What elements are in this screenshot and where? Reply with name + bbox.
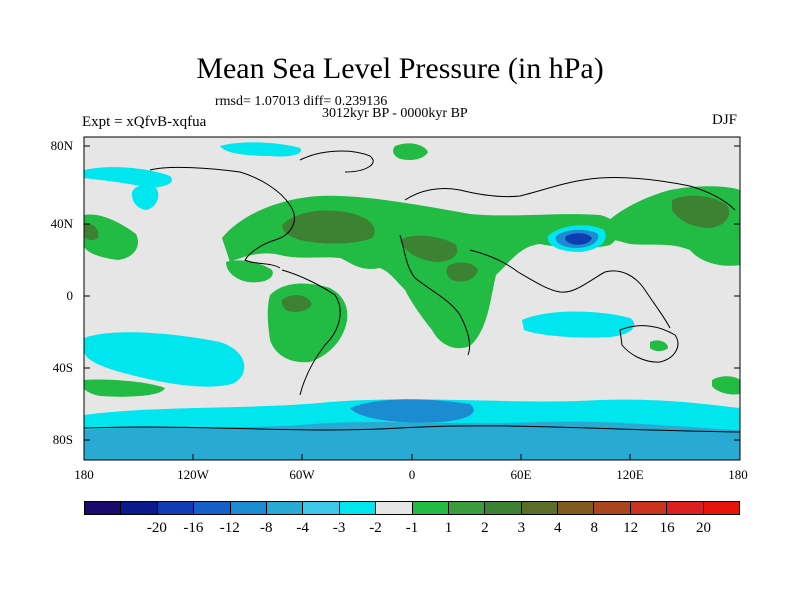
arabia-olive	[446, 262, 478, 282]
colorbar-label: -20	[146, 520, 167, 536]
colorbar	[84, 501, 740, 515]
colorbar-swatch	[85, 502, 122, 514]
colorbar-swatch	[594, 502, 631, 514]
colorbar-swatch	[703, 502, 740, 514]
lat-tick-label: 80N	[50, 138, 73, 153]
colorbar-label: 8	[590, 520, 598, 536]
colorbar-swatch	[667, 502, 704, 514]
arctic-cyan	[220, 142, 301, 157]
colorbar-label: 4	[554, 520, 562, 536]
colorbar-label: -8	[259, 520, 273, 536]
stats-line: rmsd= 1.07013 diff= 0.239136	[215, 94, 388, 109]
south-pacific-cyan	[84, 332, 245, 387]
tick-marks	[83, 145, 741, 460]
north-pacific-cyan	[84, 167, 172, 188]
lon-tick-label: 180	[728, 467, 748, 482]
colorbar-swatch	[303, 502, 340, 514]
period-label: 3012kyr BP - 0000kyr BP	[322, 106, 468, 121]
map-field	[84, 137, 740, 460]
colorbar-swatch	[266, 502, 304, 514]
colorbar-label: -3	[332, 520, 346, 536]
lat-tick-label: 40N	[50, 216, 73, 231]
colorbar-label: -4	[296, 520, 309, 536]
colorbar-swatch	[558, 502, 595, 514]
australia-green	[650, 340, 668, 351]
lat-tick-label: 80S	[52, 432, 73, 447]
colorbar-swatch	[376, 502, 413, 514]
colorbar-swatch	[230, 502, 267, 514]
greenland-green	[393, 143, 428, 160]
colorbar-label: 1	[444, 520, 453, 536]
colorbar-label: 3	[517, 520, 526, 536]
indian-ocean-cyan	[522, 311, 635, 338]
coastlines	[84, 150, 740, 433]
colorbar-label: 2	[481, 520, 489, 536]
experiment-label: Expt = xQfvB-xqfua	[82, 114, 207, 130]
colorbar-swatch	[630, 502, 668, 514]
north-pacific-cyan-blob	[131, 185, 159, 210]
colorbar-swatch	[194, 502, 231, 514]
lon-tick-label: 120W	[177, 467, 209, 482]
west-pacific-olive	[84, 223, 99, 241]
colorbar-label: 20	[696, 520, 712, 536]
colorbar-label: -1	[405, 520, 419, 536]
colorbar-swatch	[485, 502, 522, 514]
sahara-olive	[400, 235, 458, 262]
colorbar-swatch	[412, 502, 449, 514]
lon-tick-label: 120E	[616, 467, 644, 482]
west-pacific-green	[84, 214, 138, 260]
colorbar-label: -16	[183, 520, 204, 536]
lat-tick-label: 0	[66, 288, 74, 303]
south-atlantic-green	[84, 379, 165, 397]
plot-title: Mean Sea Level Pressure (in hPa)	[196, 52, 604, 85]
southern-blue-core	[350, 399, 474, 423]
lat-tick-label: 40S	[52, 360, 73, 375]
colorbar-label: 12	[623, 520, 639, 536]
lon-tick-label: 60W	[289, 467, 315, 482]
lon-tick-label: 180	[74, 467, 94, 482]
lon-tick-label: 60E	[510, 467, 532, 482]
colorbar-swatch	[339, 502, 377, 514]
atlantic-green	[226, 260, 273, 283]
colorbar-swatch	[157, 502, 195, 514]
colorbar-swatch	[121, 502, 158, 514]
colorbar-swatch	[448, 502, 486, 514]
antarctic-blue-patch	[84, 421, 740, 460]
colorbar-label: -2	[369, 520, 382, 536]
colorbar-label: 16	[659, 520, 675, 536]
east-asia-olive	[672, 195, 730, 228]
colorbar-swatch	[521, 502, 559, 514]
colorbar-label: -12	[219, 520, 240, 536]
season-label: DJF	[712, 112, 738, 128]
south-america-olive	[281, 295, 312, 312]
tibet-darkblue	[565, 233, 592, 245]
north-atlantic-olive	[282, 210, 375, 244]
far-east-green	[712, 376, 740, 395]
lon-tick-label: 0	[408, 467, 416, 482]
